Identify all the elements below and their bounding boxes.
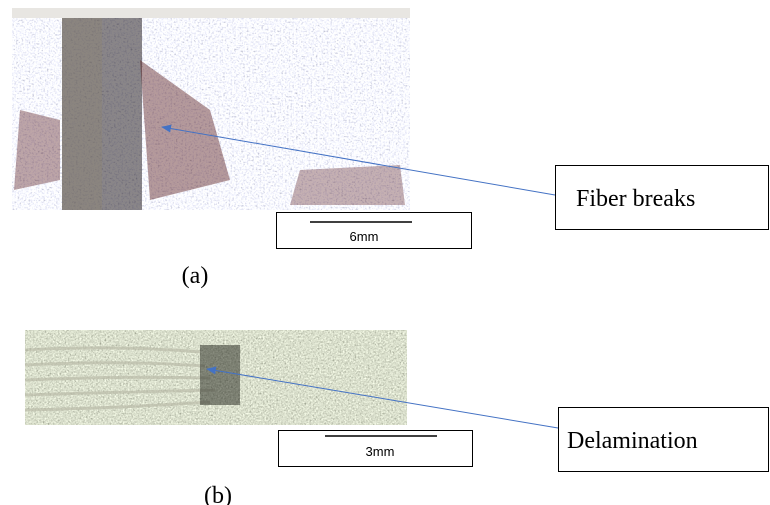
scale-label: 3mm	[366, 444, 395, 459]
scale-bar-b: 3mm	[279, 431, 473, 467]
panel-label: (b)	[204, 483, 232, 505]
scale-bar-a: 6mm	[277, 213, 472, 249]
photo-b	[25, 330, 407, 425]
callout-text: Fiber breaks	[576, 186, 695, 212]
panel-label: (a)	[182, 263, 209, 289]
figure: 6mm (a) Fiber breaks 3mm (b) Delaminatio…	[0, 0, 770, 505]
callout-text: Delamination	[567, 428, 698, 454]
photo-a	[12, 8, 410, 210]
scale-label: 6mm	[350, 229, 379, 244]
